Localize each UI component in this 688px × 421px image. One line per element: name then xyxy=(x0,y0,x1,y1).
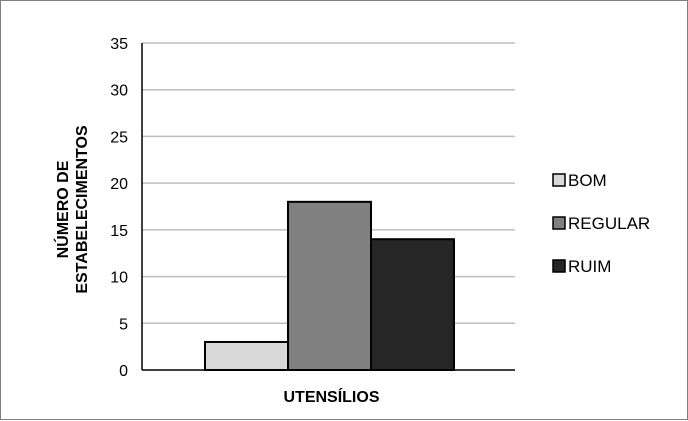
legend-label-bom: BOM xyxy=(568,171,607,190)
y-tick-label: 30 xyxy=(110,83,128,100)
y-axis-title-line-1: NÚMERO DE xyxy=(53,160,72,258)
y-axis-title-line-2: ESTABELECIMENTOS xyxy=(74,125,91,294)
x-axis-title: UTENSÍLIOS xyxy=(283,387,379,406)
legend-swatch-bom xyxy=(552,173,566,187)
y-tick-label: 15 xyxy=(110,223,128,240)
y-tick-label: 25 xyxy=(110,129,128,146)
y-axis-title: NÚMERO DE ESTABELECIMENTOS xyxy=(53,125,91,294)
bar-ruim xyxy=(370,238,455,371)
legend-swatch-regular xyxy=(552,216,566,230)
bar-regular xyxy=(287,200,372,371)
legend: BOM REGULAR RUIM xyxy=(552,171,650,276)
y-tick-label: 5 xyxy=(119,316,128,333)
y-tick-labels: 0 5 10 15 20 25 30 35 xyxy=(110,36,128,380)
legend-label-regular: REGULAR xyxy=(568,214,650,233)
legend-swatch-ruim xyxy=(552,259,566,273)
bars xyxy=(204,200,455,372)
y-tick-label: 35 xyxy=(110,36,128,53)
y-tick-label: 0 xyxy=(119,363,128,380)
legend-label-ruim: RUIM xyxy=(568,257,611,276)
y-tick-label: 20 xyxy=(110,176,128,193)
y-tick-label: 10 xyxy=(110,270,128,287)
bar-bom xyxy=(204,340,289,372)
